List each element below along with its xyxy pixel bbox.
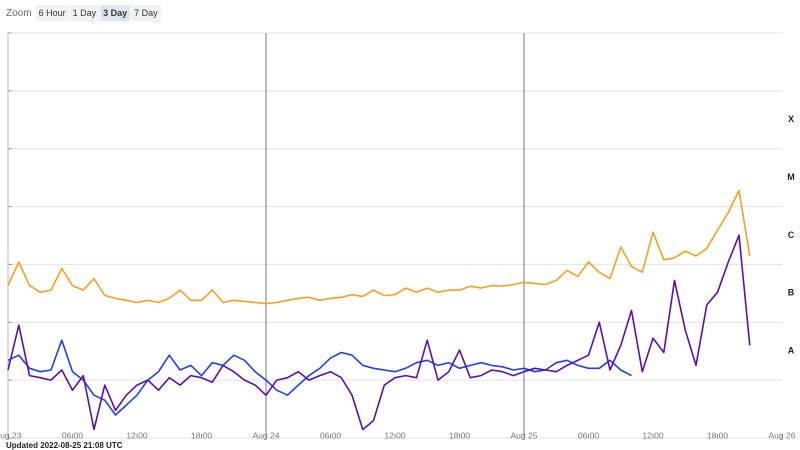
x-tick-label: 06:00 — [320, 430, 342, 440]
x-tick-label: 12:00 — [384, 430, 406, 440]
zoom-button[interactable]: 6 Hour — [35, 5, 69, 21]
x-tick-label: Aug 26 — [769, 430, 796, 440]
x-tick-label: 12:00 — [126, 430, 148, 440]
class-label: B — [788, 288, 795, 298]
x-tick-label: Aug 23 — [0, 430, 22, 440]
x-tick-label: Aug 24 — [253, 430, 280, 440]
class-label: A — [788, 346, 795, 356]
zoom-button[interactable]: 3 Day — [100, 5, 131, 21]
zoom-label: Zoom — [6, 7, 32, 19]
class-label: C — [788, 230, 795, 240]
x-tick-label: 06:00 — [578, 430, 600, 440]
class-label: M — [787, 172, 795, 182]
zoom-bar: Zoom 6 Hour 1 Day 3 Day 7 Day — [6, 5, 162, 21]
x-tick-label: 18:00 — [707, 430, 729, 440]
x-tick-label: 06:00 — [62, 430, 84, 440]
flux-line — [7, 234, 751, 431]
class-label: X — [788, 114, 794, 124]
flux-line — [7, 339, 632, 416]
updated-note: Updated 2022-08-25 21:08 UTC — [6, 441, 123, 450]
x-tick-label: 18:00 — [191, 430, 213, 440]
flux-line — [7, 189, 751, 305]
x-tick-label: Aug 25 — [511, 430, 538, 440]
x-tick-label: 12:00 — [642, 430, 664, 440]
x-tick-label: 18:00 — [449, 430, 471, 440]
zoom-button[interactable]: 7 Day — [131, 5, 161, 21]
zoom-button[interactable]: 1 Day — [69, 5, 100, 21]
